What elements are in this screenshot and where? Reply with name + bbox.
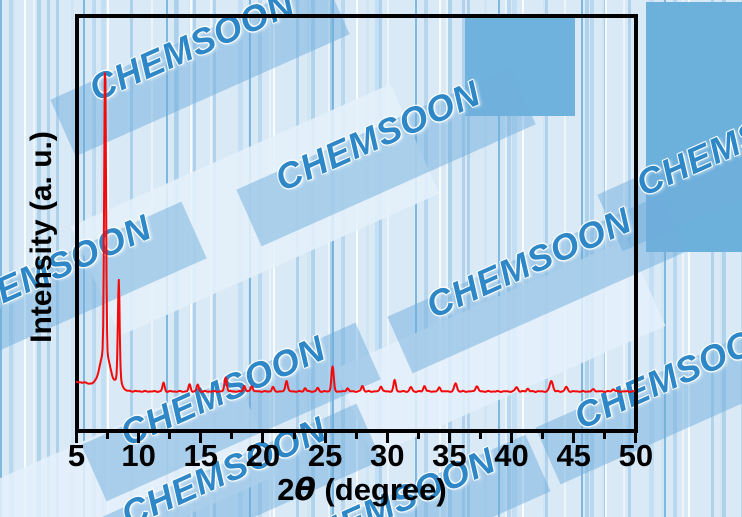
chemsoon-watermark: CHEMSOON (629, 77, 742, 205)
x-axis-tick-label: 20 (245, 438, 281, 473)
x-axis-major-tick (75, 433, 78, 443)
x-axis-major-tick (323, 433, 327, 443)
x-axis-tick-label: 30 (370, 438, 405, 473)
x-axis-title: 2θ (degree) (277, 474, 446, 506)
x-axis-minor-tick (230, 433, 234, 439)
x-axis-minor-tick (106, 433, 110, 439)
x-axis-minor-tick (354, 433, 358, 439)
x-axis-tick-label: 40 (494, 438, 529, 473)
x-axis-tick-label: 50 (618, 438, 654, 473)
x-axis-major-tick (510, 433, 514, 443)
x-axis-major-tick (199, 433, 203, 443)
x-axis-major-tick (572, 433, 576, 443)
x-axis-major-tick (137, 433, 141, 443)
x-axis-minor-tick (168, 433, 172, 439)
x-axis-major-tick (447, 433, 451, 443)
x-axis-minor-tick (478, 433, 482, 439)
x-axis-minor-tick (292, 433, 296, 439)
x-axis-title-suffix: (degree) (315, 472, 447, 507)
y-axis-title: Intensity (a. u.) (25, 131, 58, 343)
plot-frame (75, 14, 638, 433)
x-axis-tick-label: 45 (556, 438, 591, 473)
solid-blue-block (646, 2, 742, 252)
x-axis-major-tick (385, 433, 389, 443)
x-axis-major-tick (261, 433, 265, 443)
x-axis-tick-label: 35 (432, 438, 467, 473)
theta-symbol: θ (294, 472, 316, 508)
x-axis-major-tick (634, 433, 638, 443)
x-axis-tick-label: 5 (67, 438, 86, 473)
x-axis-tick-label: 25 (307, 438, 343, 473)
x-axis-title-prefix: 2 (277, 472, 295, 507)
x-axis-minor-tick (541, 433, 545, 439)
x-axis-tick-label: 15 (183, 438, 219, 473)
x-axis-minor-tick (603, 433, 607, 439)
x-axis-tick-label: 10 (121, 438, 156, 473)
x-axis-minor-tick (416, 433, 420, 439)
